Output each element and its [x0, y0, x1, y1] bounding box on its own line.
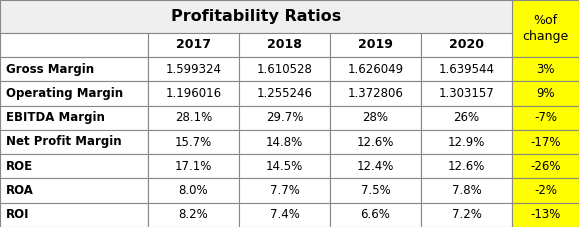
Text: 15.7%: 15.7%	[175, 136, 212, 148]
Text: -13%: -13%	[530, 208, 560, 221]
Text: 2019: 2019	[358, 39, 393, 52]
Text: 28%: 28%	[362, 111, 389, 124]
Text: 12.6%: 12.6%	[448, 160, 485, 173]
Text: %of
change: %of change	[522, 14, 569, 43]
Text: 7.8%: 7.8%	[452, 184, 481, 197]
Bar	[0, 130, 148, 154]
Bar	[239, 81, 330, 106]
Bar	[512, 0, 579, 57]
Text: 14.8%: 14.8%	[266, 136, 303, 148]
Bar	[421, 81, 512, 106]
Text: 17.1%: 17.1%	[175, 160, 212, 173]
Text: 2020: 2020	[449, 39, 484, 52]
Bar	[239, 33, 330, 57]
Bar	[148, 178, 239, 203]
Text: 8.2%: 8.2%	[179, 208, 208, 221]
Bar	[0, 106, 148, 130]
Text: 26%: 26%	[453, 111, 479, 124]
Bar	[330, 106, 421, 130]
Bar	[239, 154, 330, 178]
Bar	[512, 178, 579, 203]
Text: 1.255246: 1.255246	[256, 87, 313, 100]
Bar	[239, 57, 330, 81]
Text: 1.303157: 1.303157	[439, 87, 494, 100]
Bar	[330, 33, 421, 57]
Bar	[421, 154, 512, 178]
Bar	[330, 178, 421, 203]
Text: 12.4%: 12.4%	[357, 160, 394, 173]
Text: 29.7%: 29.7%	[266, 111, 303, 124]
Bar	[512, 57, 579, 81]
Text: 12.9%: 12.9%	[448, 136, 485, 148]
Bar	[512, 203, 579, 227]
Text: 6.6%: 6.6%	[361, 208, 390, 221]
Text: 8.0%: 8.0%	[179, 184, 208, 197]
Bar	[421, 106, 512, 130]
Text: -2%: -2%	[534, 184, 557, 197]
Bar	[239, 178, 330, 203]
Text: 7.5%: 7.5%	[361, 184, 390, 197]
Text: 7.2%: 7.2%	[452, 208, 481, 221]
Text: ROI: ROI	[6, 208, 30, 221]
Bar	[330, 81, 421, 106]
Bar	[421, 203, 512, 227]
Text: ROA: ROA	[6, 184, 34, 197]
Text: 2017: 2017	[176, 39, 211, 52]
Text: 1.610528: 1.610528	[256, 63, 313, 76]
Bar	[0, 81, 148, 106]
Bar	[330, 154, 421, 178]
Bar	[148, 106, 239, 130]
Text: 2018: 2018	[267, 39, 302, 52]
Text: -26%: -26%	[530, 160, 560, 173]
Bar	[0, 33, 148, 57]
Text: 9%: 9%	[536, 87, 555, 100]
Bar	[421, 57, 512, 81]
Bar	[0, 0, 512, 33]
Bar	[0, 154, 148, 178]
Text: Profitability Ratios: Profitability Ratios	[171, 9, 341, 24]
Text: Gross Margin: Gross Margin	[6, 63, 94, 76]
Text: 1.196016: 1.196016	[166, 87, 222, 100]
Text: 7.4%: 7.4%	[270, 208, 299, 221]
Bar	[330, 57, 421, 81]
Bar	[148, 154, 239, 178]
Bar	[512, 106, 579, 130]
Bar	[330, 130, 421, 154]
Bar	[421, 33, 512, 57]
Text: Operating Margin: Operating Margin	[6, 87, 123, 100]
Bar	[0, 203, 148, 227]
Bar	[239, 130, 330, 154]
Text: EBITDA Margin: EBITDA Margin	[6, 111, 105, 124]
Bar	[421, 130, 512, 154]
Text: 1.372806: 1.372806	[347, 87, 404, 100]
Text: 12.6%: 12.6%	[357, 136, 394, 148]
Text: -17%: -17%	[530, 136, 560, 148]
Bar	[0, 57, 148, 81]
Bar	[148, 57, 239, 81]
Text: -7%: -7%	[534, 111, 557, 124]
Text: 14.5%: 14.5%	[266, 160, 303, 173]
Bar	[148, 203, 239, 227]
Bar	[330, 203, 421, 227]
Bar	[239, 106, 330, 130]
Bar	[512, 81, 579, 106]
Text: 3%: 3%	[536, 63, 555, 76]
Text: ROE: ROE	[6, 160, 33, 173]
Bar	[0, 178, 148, 203]
Text: 1.639544: 1.639544	[438, 63, 494, 76]
Bar	[148, 33, 239, 57]
Bar	[512, 154, 579, 178]
Bar	[239, 203, 330, 227]
Text: 1.626049: 1.626049	[347, 63, 404, 76]
Text: Net Profit Margin: Net Profit Margin	[6, 136, 122, 148]
Text: 28.1%: 28.1%	[175, 111, 212, 124]
Bar	[421, 178, 512, 203]
Bar	[512, 130, 579, 154]
Bar	[148, 130, 239, 154]
Text: 7.7%: 7.7%	[270, 184, 299, 197]
Text: 1.599324: 1.599324	[166, 63, 222, 76]
Bar	[148, 81, 239, 106]
